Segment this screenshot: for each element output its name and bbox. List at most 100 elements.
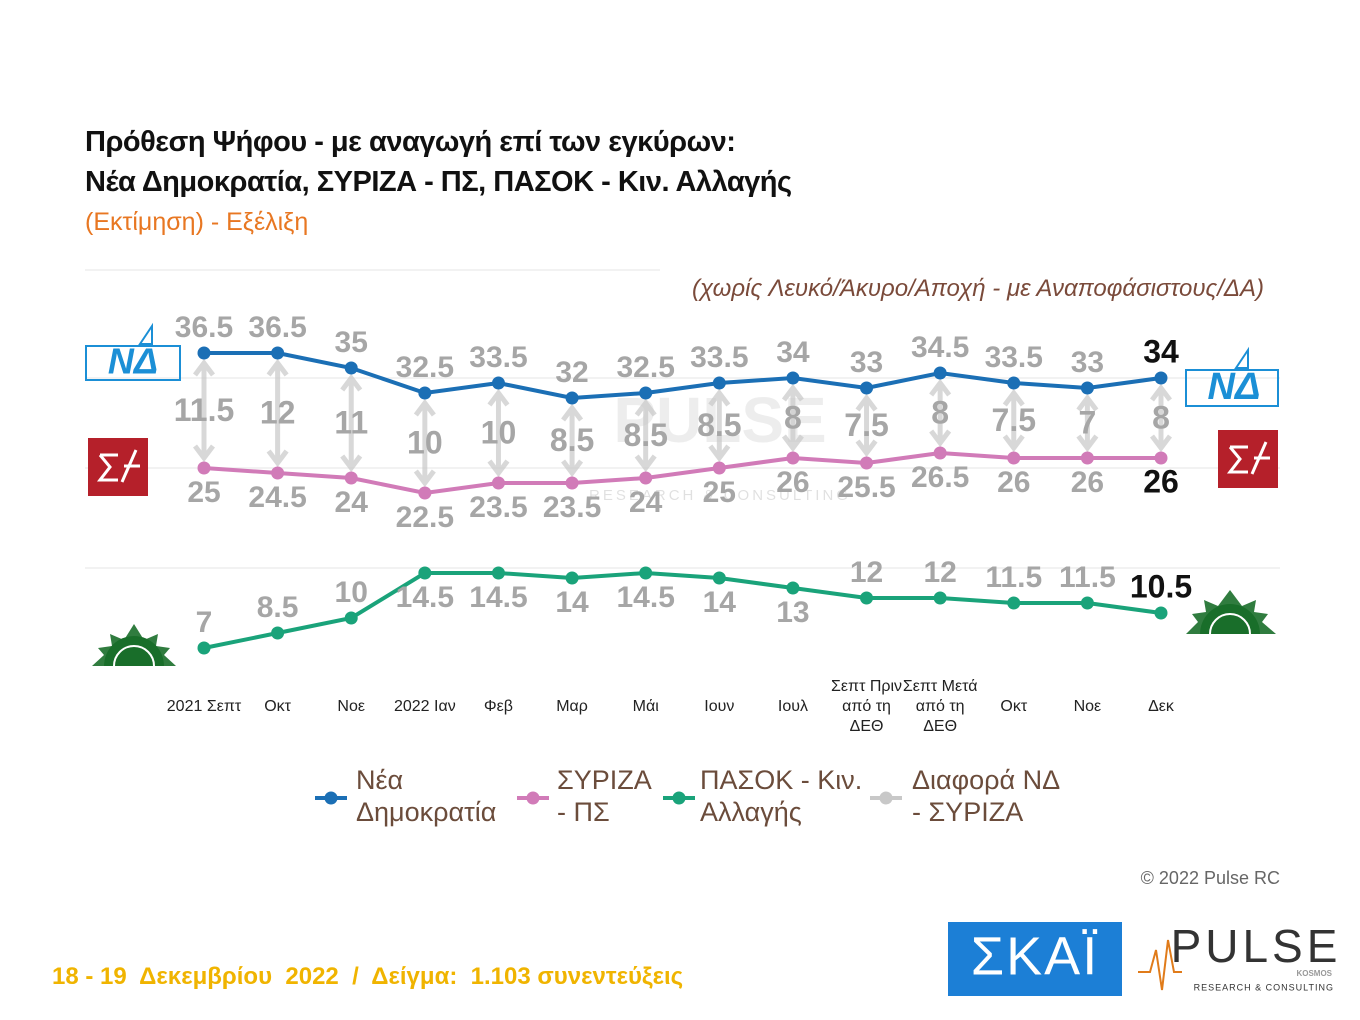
data-label: 26 [997,466,1030,499]
series-line [203,570,1162,650]
pasok-logo [92,624,176,667]
x-tick-label: Δεκ [1148,698,1174,715]
x-tick-label: Νοε [1073,698,1102,715]
data-point [344,361,358,375]
data-label: 33 [850,346,883,379]
data-label: 32 [555,356,588,389]
data-point [933,366,947,380]
data-point [418,486,432,500]
x-tick-label: Φεβ [483,698,513,715]
data-label: 33 [1071,346,1104,379]
skai-logo [948,922,1122,996]
x-tick-label: Μαρ [556,698,588,715]
data-point [933,446,947,460]
difference-arrow [413,398,436,488]
data-label: 26 [776,466,809,499]
x-tick-label: Σεπτ Μετά από τη ΔΕΘ [902,678,978,735]
legend-label: Διαφορά ΝΔ - ΣΥΡΙΖΑ [912,765,1059,827]
pulse-logo-wave [1138,939,1182,991]
data-label: 14 [703,586,737,619]
data-label: 22.5 [396,501,454,534]
difference-label: 10 [481,414,517,450]
difference-label: 7.5 [992,402,1036,438]
data-point [639,386,653,400]
watermark-tagline: RESEARCH & CONSULTING [589,487,851,504]
nd-logo: ΝΔ [1185,346,1279,408]
data-label: 7 [196,606,213,639]
data-point [639,566,653,580]
data-label: 14 [555,586,589,619]
data-label: 35 [335,326,368,359]
data-point [491,376,505,390]
data-point [197,346,211,360]
difference-label: 10 [407,424,443,460]
difference-arrow [561,403,584,478]
difference-label: 8.5 [623,417,667,453]
syriza-logo [88,438,148,496]
data-label: 8.5 [257,591,299,624]
footer: 18 - 19 Δεκεμβρίου 2022 / Δείγμα: 1.103 … [52,963,684,990]
difference-label: 8 [1152,399,1170,435]
data-label: 25.5 [837,471,895,504]
nd-logo: ΝΔ [85,322,181,382]
data-point [565,571,579,585]
pulse-logo-kosmos: KOSMOS [1296,969,1332,978]
difference-arrow [855,393,878,458]
data-label: 11.5 [985,561,1042,594]
data-point [197,641,211,655]
difference-arrow [708,388,731,463]
difference-arrow [193,358,215,463]
data-label: 36.5 [248,311,306,344]
data-label: 24.5 [248,481,306,514]
data-label: 33.5 [469,341,527,374]
data-label: 14.5 [396,581,454,614]
pulse-logo-text: PULSE [1171,920,1342,972]
syriza-logo [1218,430,1278,488]
data-point [344,471,358,485]
data-point [1007,376,1021,390]
difference-arrow [340,373,363,473]
data-label: 14.5 [469,581,527,614]
data-label: 34 [776,336,810,369]
difference-label: 7 [1078,404,1096,440]
legend-swatch-marker [324,791,338,805]
data-label: 10.5 [1130,568,1192,604]
data-point [1080,596,1094,610]
difference-label: 11.5 [174,392,235,428]
pulse-logo-tagline: RESEARCH & CONSULTING [1194,982,1334,992]
legend-label: ΠΑΣΟΚ - Κιν. Αλλαγής [700,765,863,827]
data-point [712,461,726,475]
chart-subtitle: (Εκτίμηση) - Εξέλιξη [85,208,309,236]
data-point [786,581,800,595]
data-point [860,591,874,605]
legend-swatch-marker [672,791,686,805]
chart-title: Πρόθεση Ψήφου - με αναγωγή επί των εγκύρ… [85,126,736,158]
legend-swatch-marker [879,791,893,805]
data-point [271,346,285,360]
x-tick-label: Μάι [632,698,659,715]
difference-arrow [1076,393,1099,453]
pasok-logo [1186,590,1276,635]
x-tick-label: 2021 Σεπτ [166,698,242,715]
data-label: 24 [629,486,663,519]
data-label: 13 [776,596,809,629]
skai-logo-text: ΣΚΑΪ [971,926,1099,986]
data-point [197,461,211,475]
data-label: 26 [1143,463,1179,499]
data-label: 36.5 [175,311,233,344]
data-point [639,471,653,485]
data-point [418,386,432,400]
data-point [271,626,285,640]
legend-swatch-marker [526,791,540,805]
x-tick-label: Ιουν [704,698,735,715]
data-point [933,591,947,605]
x-tick-label: Οκτ [264,698,291,715]
data-point [712,376,726,390]
data-point [565,476,579,490]
difference-label: 12 [260,394,296,430]
difference-label: 8.5 [550,422,594,458]
difference-arrow [929,378,952,448]
series-line [204,351,1162,401]
chart-title: Νέα Δημοκρατία, ΣΥΡΙΖΑ - ΠΣ, ΠΑΣΟΚ - Κιν… [85,166,792,198]
